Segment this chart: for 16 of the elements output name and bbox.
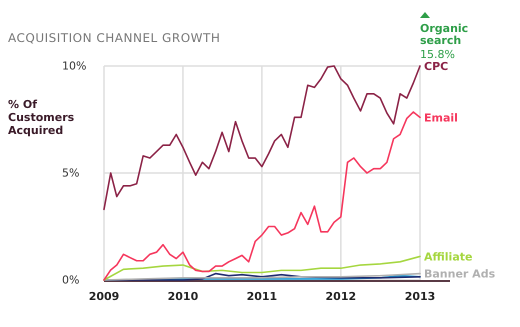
text: Organic search	[420, 22, 468, 47]
series-label: Affiliate	[424, 250, 472, 264]
x-tick-label: 2010	[168, 290, 199, 303]
series-label: Email	[424, 111, 458, 124]
x-tick-label: 2012	[326, 290, 356, 303]
series-label: CPC	[424, 60, 448, 73]
y-tick-label: 10%	[62, 60, 86, 72]
chart-title: ACQUISITION CHANNEL GROWTH	[8, 31, 220, 45]
x-tick-label: 2013	[404, 290, 436, 303]
x-tick-label: 2011	[246, 290, 278, 303]
y-axis-title: % Of Customers Acquired	[8, 98, 75, 137]
y-tick-label: 0%	[62, 274, 80, 286]
x-tick-label: 2009	[88, 290, 120, 303]
text: 15.8%	[420, 48, 455, 61]
y-tick-label: 5%	[62, 166, 80, 180]
series-label: Banner Ads	[424, 268, 496, 281]
